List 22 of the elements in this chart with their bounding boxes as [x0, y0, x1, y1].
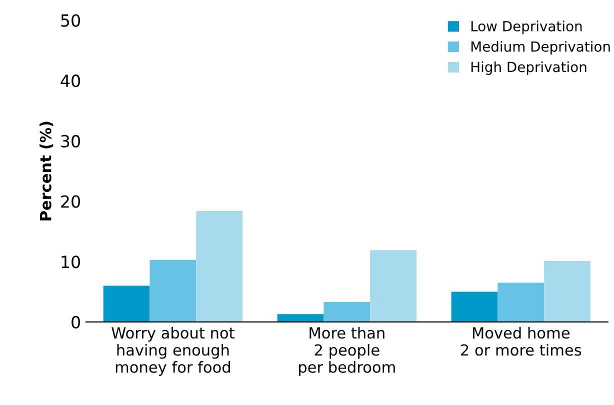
- bar: [324, 302, 370, 322]
- bar: [451, 292, 498, 322]
- y-tick-label: 50: [61, 14, 80, 27]
- legend-label: Medium Deprivation: [471, 41, 610, 55]
- bar: [103, 286, 150, 322]
- bar: [498, 282, 544, 322]
- x-tick-label: More than 2 people per bedroom: [299, 326, 395, 376]
- legend-label: High Deprivation: [471, 61, 586, 75]
- bar: [150, 260, 196, 322]
- bar: [544, 261, 590, 322]
- bar: [277, 314, 324, 322]
- y-tick-label: 0: [72, 316, 80, 329]
- y-axis-title: Percent (%): [40, 122, 54, 220]
- y-tick-label: 40: [60, 74, 80, 88]
- bar: [196, 210, 243, 322]
- legend-label: Low Deprivation: [471, 20, 582, 34]
- x-tick-label: Worry about not having enough money for food: [112, 326, 234, 376]
- bar: [370, 250, 416, 322]
- y-tick-label: 20: [61, 195, 80, 208]
- y-tick-label: 30: [61, 134, 80, 148]
- y-tick-label: 10: [62, 256, 80, 268]
- x-tick-label: Moved home 2 or more times: [461, 326, 582, 356]
